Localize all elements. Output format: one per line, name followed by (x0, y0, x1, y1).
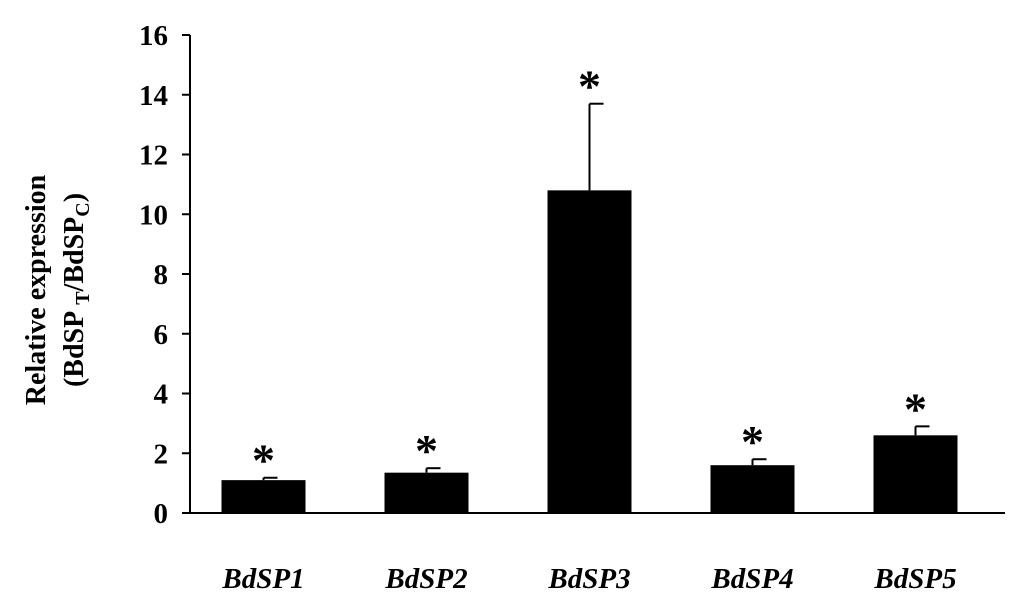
y-tick-label: 14 (139, 80, 168, 112)
significance-markers: * * * * * (252, 61, 927, 486)
x-category-label: BdSP2 (384, 563, 467, 595)
significance-star: * (904, 383, 927, 434)
error-bars (262, 102, 930, 481)
x-category-label: BdSP3 (547, 563, 630, 595)
y-axis-title: Relative expression (BdSP T/BdSPC) (21, 174, 94, 405)
y-tick-label: 4 (154, 379, 169, 411)
x-category-label: BdSP5 (873, 563, 956, 595)
significance-star: * (578, 61, 601, 112)
y-axis-title-middle: /BdSP (59, 217, 90, 293)
bar (547, 190, 632, 513)
bar (710, 465, 795, 513)
y-axis-title-line1: Relative expression (21, 174, 52, 405)
x-category-label: BdSP1 (221, 563, 304, 595)
y-tick-label: 0 (154, 498, 169, 530)
significance-star: * (415, 425, 438, 476)
y-axis-title-prefix: (BdSP (59, 311, 90, 387)
significance-star: * (252, 435, 275, 486)
y-axis-title-subscript-t: T (72, 291, 94, 305)
y-axis-title-suffix: ) (59, 193, 90, 202)
y-tick-label: 6 (154, 319, 169, 351)
significance-star: * (741, 416, 764, 467)
y-tick-label: 16 (139, 20, 168, 52)
y-axis-title-line2: (BdSP T/BdSPC) (59, 193, 94, 387)
y-tick-label: 8 (154, 259, 169, 291)
y-axis-title-subscript-c: C (72, 202, 94, 216)
bar (221, 480, 306, 513)
bars (221, 190, 958, 513)
bar (384, 472, 469, 513)
y-tick-label: 2 (154, 438, 169, 470)
bar (873, 435, 958, 513)
y-axis-ticks: 0 2 4 6 8 10 12 14 16 (139, 20, 190, 530)
y-tick-label: 10 (139, 199, 168, 231)
x-category-label: BdSP4 (710, 563, 793, 595)
x-axis-category-labels: BdSP1 BdSP2 BdSP3 BdSP4 BdSP5 (221, 563, 956, 595)
y-tick-label: 12 (139, 140, 168, 172)
